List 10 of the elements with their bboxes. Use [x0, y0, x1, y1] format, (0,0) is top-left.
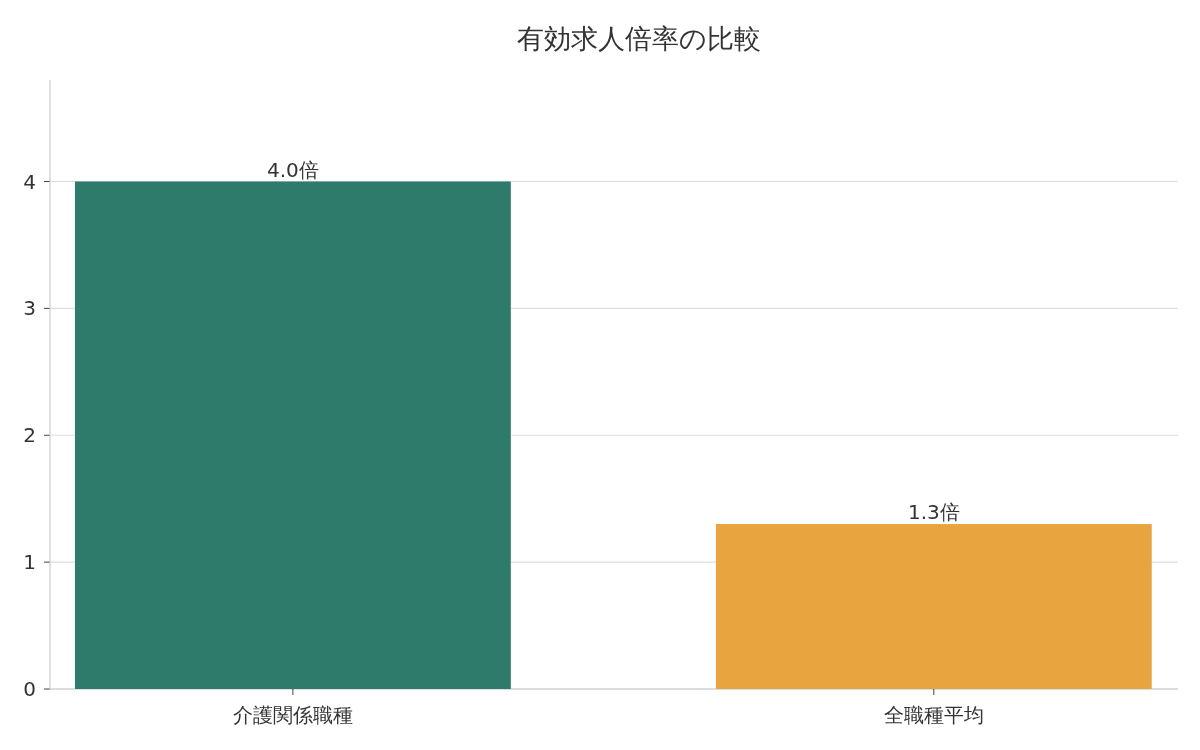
y-tick-label: 2 — [23, 423, 36, 448]
chart-title: 有効求人倍率の比較 — [517, 23, 761, 54]
x-tick-label: 介護関係職種 — [232, 703, 353, 727]
y-tick-label: 1 — [23, 550, 36, 575]
y-tick-label: 0 — [23, 677, 36, 701]
y-tick-label: 4 — [23, 169, 36, 194]
x-tick-label: 全職種平均 — [883, 703, 984, 727]
data-label: 1.3倍 — [907, 500, 960, 525]
data-label: 4.0倍 — [267, 157, 319, 182]
y-tick-label: 3 — [23, 296, 36, 321]
